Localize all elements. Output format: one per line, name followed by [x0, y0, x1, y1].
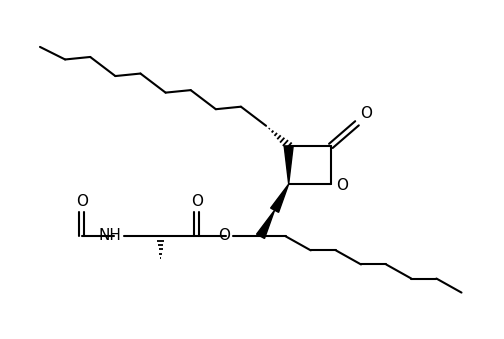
Text: NH: NH — [98, 228, 121, 243]
Polygon shape — [284, 146, 293, 184]
Text: O: O — [360, 106, 372, 121]
Text: O: O — [76, 194, 88, 209]
Polygon shape — [271, 184, 289, 212]
Text: O: O — [336, 178, 348, 193]
Text: O: O — [218, 228, 230, 243]
Text: O: O — [191, 194, 203, 209]
Polygon shape — [257, 210, 275, 238]
